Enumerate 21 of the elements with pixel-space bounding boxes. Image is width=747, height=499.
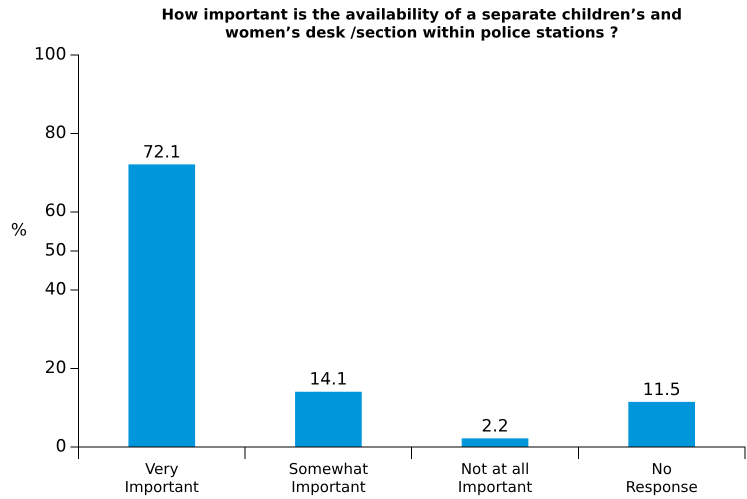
chart-title: How important is the availability of a separate children’s and women’s desk /section within police stations ? (161, 5, 682, 42)
y-tick-label: 20 (44, 358, 66, 378)
bar (295, 392, 362, 446)
data-label: 11.5 (642, 380, 681, 400)
y-tick-label: 40 (44, 280, 66, 300)
bar (462, 438, 528, 446)
x-tick-label: Not at all Important (458, 460, 532, 496)
x-tick-label: Very Important (124, 460, 200, 496)
x-tick-label: Somewhat Important (288, 460, 368, 496)
y-tick-label: 50 (44, 240, 66, 260)
data-label: 14.1 (309, 370, 348, 390)
data-label: 72.1 (142, 142, 181, 162)
y-tick-label: 100 (34, 44, 66, 64)
y-tick-label: 0 (56, 436, 66, 456)
y-axis-title: % (10, 220, 28, 240)
y-tick-label: 60 (44, 201, 66, 222)
data-label: 2.2 (482, 416, 509, 436)
bar (128, 164, 196, 446)
y-tick-label: 80 (44, 122, 66, 143)
x-tick-label: No Response (626, 460, 698, 496)
bar (628, 402, 696, 446)
